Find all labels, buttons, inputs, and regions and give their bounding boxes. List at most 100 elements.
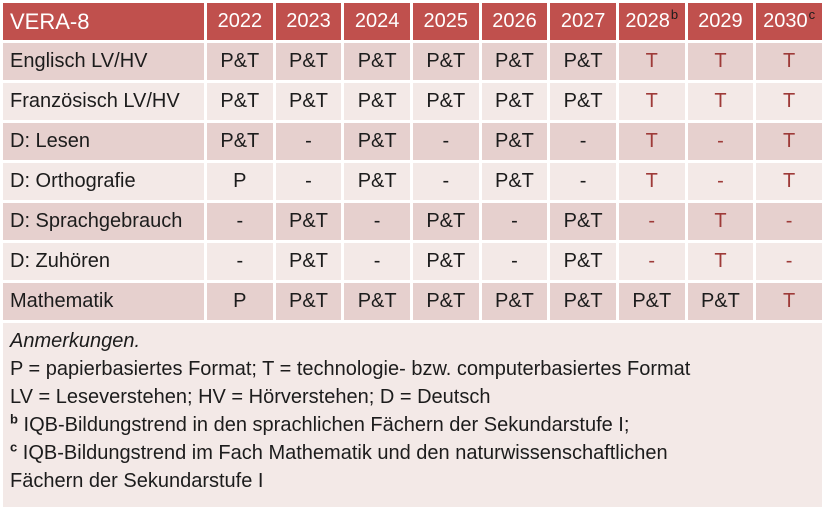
footnote-marker-b: b bbox=[670, 7, 679, 23]
year-label: 2026 bbox=[492, 10, 537, 32]
table-cell: T bbox=[618, 163, 685, 200]
footnote-marker-c: c bbox=[808, 7, 816, 23]
table-row: D: Orthografie P - P&T - P&T - T - T bbox=[3, 163, 822, 200]
note-line: P = papierbasiertes Format; T = technolo… bbox=[10, 358, 691, 380]
table-cell: - bbox=[344, 243, 410, 280]
table-cell: P&T bbox=[687, 283, 754, 320]
row-label: Mathematik bbox=[3, 283, 204, 320]
table-cell: T bbox=[687, 83, 754, 120]
table-cell: - bbox=[275, 163, 342, 200]
table-cell: T bbox=[756, 43, 822, 80]
table-cell: - bbox=[756, 203, 822, 240]
table-cell: T bbox=[687, 243, 754, 280]
row-label: Englisch LV/HV bbox=[3, 43, 204, 80]
table-cell: - bbox=[618, 243, 685, 280]
table-cell: - bbox=[275, 123, 342, 160]
table-cell: - bbox=[481, 243, 548, 280]
table-cell: T bbox=[687, 203, 754, 240]
year-header-2028: 2028b bbox=[618, 3, 685, 40]
table-cell: P&T bbox=[550, 43, 616, 80]
table-cell: P&T bbox=[275, 203, 342, 240]
table-cell: P&T bbox=[412, 83, 479, 120]
table-header-row: VERA-8 2022 2023 2024 2025 2026 2027 2028b 2029 2… bbox=[3, 3, 822, 40]
table-cell: P&T bbox=[481, 163, 548, 200]
row-label: D: Sprachgebrauch bbox=[3, 203, 204, 240]
table-cell: P&T bbox=[275, 243, 342, 280]
table-cell: P&T bbox=[344, 43, 410, 80]
table-cell: T bbox=[618, 43, 685, 80]
row-label: D: Zuhören bbox=[3, 243, 204, 280]
table-cell: P&T bbox=[618, 283, 685, 320]
table-cell: T bbox=[756, 163, 822, 200]
table-cell: P&T bbox=[275, 283, 342, 320]
table-cell: P&T bbox=[481, 123, 548, 160]
table-cell: P&T bbox=[550, 83, 616, 120]
table-cell: - bbox=[550, 123, 616, 160]
table-cell: P bbox=[207, 283, 273, 320]
footnote-marker-b: b bbox=[10, 411, 18, 427]
year-label: 2023 bbox=[286, 10, 331, 32]
note-line: b IQB-Bildungstrend in den sprachlichen … bbox=[10, 411, 630, 436]
footnote-marker-c: c bbox=[10, 439, 18, 455]
table-cell: P&T bbox=[412, 43, 479, 80]
year-label: 2025 bbox=[423, 10, 469, 32]
note-line: Fächern der Sekundarstufe I bbox=[10, 470, 264, 492]
table-cell: - bbox=[344, 203, 410, 240]
table-cell: T bbox=[756, 83, 822, 120]
table-cell: P&T bbox=[412, 243, 479, 280]
table-row: Mathematik P P&T P&T P&T P&T P&T P&T P&T T bbox=[3, 283, 822, 320]
table-row: D: Lesen P&T - P&T - P&T - T - T bbox=[3, 123, 822, 160]
table-row: D: Zuhören - P&T - P&T - P&T - T - bbox=[3, 243, 822, 280]
table-cell: - bbox=[207, 243, 273, 280]
year-label: 2028 bbox=[625, 10, 670, 32]
year-header-2027: 2027 bbox=[550, 3, 616, 40]
year-header-2026: 2026 bbox=[481, 3, 548, 40]
table-cell: - bbox=[550, 163, 616, 200]
table-cell: P&T bbox=[207, 123, 273, 160]
table-cell: P&T bbox=[412, 283, 479, 320]
table-cell: - bbox=[412, 123, 479, 160]
table-row: Englisch LV/HV P&T P&T P&T P&T P&T P&T T T T bbox=[3, 43, 822, 80]
table-row: D: Sprachgebrauch - P&T - P&T - P&T - T - bbox=[3, 203, 822, 240]
year-header-2029: 2029 bbox=[687, 3, 754, 40]
table-cell: T bbox=[618, 123, 685, 160]
table-cell: P&T bbox=[344, 163, 410, 200]
note-line: c IQB-Bildungstrend im Fach Mathematik u… bbox=[10, 439, 668, 464]
year-header-2025: 2025 bbox=[412, 3, 479, 40]
table-cell: P&T bbox=[550, 243, 616, 280]
table-cell: - bbox=[618, 203, 685, 240]
year-header-2030: 2030c bbox=[756, 3, 822, 40]
table-cell: P&T bbox=[344, 283, 410, 320]
row-label: D: Orthografie bbox=[3, 163, 204, 200]
table-cell: P&T bbox=[481, 283, 548, 320]
table-cell: - bbox=[412, 163, 479, 200]
row-label: D: Lesen bbox=[3, 123, 204, 160]
table-cell: P bbox=[207, 163, 273, 200]
table-cell: - bbox=[756, 243, 822, 280]
table-cell: - bbox=[481, 203, 548, 240]
table-cell: P&T bbox=[550, 283, 616, 320]
table-cell: P&T bbox=[207, 83, 273, 120]
year-label: 2022 bbox=[217, 10, 263, 32]
year-header-2023: 2023 bbox=[275, 3, 342, 40]
table-cell: - bbox=[687, 163, 754, 200]
year-label: 2027 bbox=[560, 10, 606, 32]
table-row: Französisch LV/HV P&T P&T P&T P&T P&T P&T T T T bbox=[3, 83, 822, 120]
table-cell: P&T bbox=[275, 83, 342, 120]
table-cell: T bbox=[756, 283, 822, 320]
table-cell: P&T bbox=[275, 43, 342, 80]
year-label: 2030 bbox=[763, 10, 808, 32]
year-label: 2029 bbox=[698, 10, 743, 32]
year-header-2024: 2024 bbox=[344, 3, 410, 40]
notes-heading: Anmerkungen. bbox=[10, 330, 141, 352]
table-cell: T bbox=[618, 83, 685, 120]
table-title: VERA-8 bbox=[3, 3, 204, 40]
table-cell: P&T bbox=[412, 203, 479, 240]
table-cell: P&T bbox=[344, 83, 410, 120]
table-cell: P&T bbox=[481, 43, 548, 80]
note-line: LV = Leseverstehen; HV = Hörverstehen; D… bbox=[10, 386, 491, 408]
table-cell: T bbox=[756, 123, 822, 160]
vera8-schedule-table: VERA-8 2022 2023 2024 2025 2026 2027 2028b 2029 2… bbox=[3, 3, 822, 320]
row-label: Französisch LV/HV bbox=[3, 83, 204, 120]
